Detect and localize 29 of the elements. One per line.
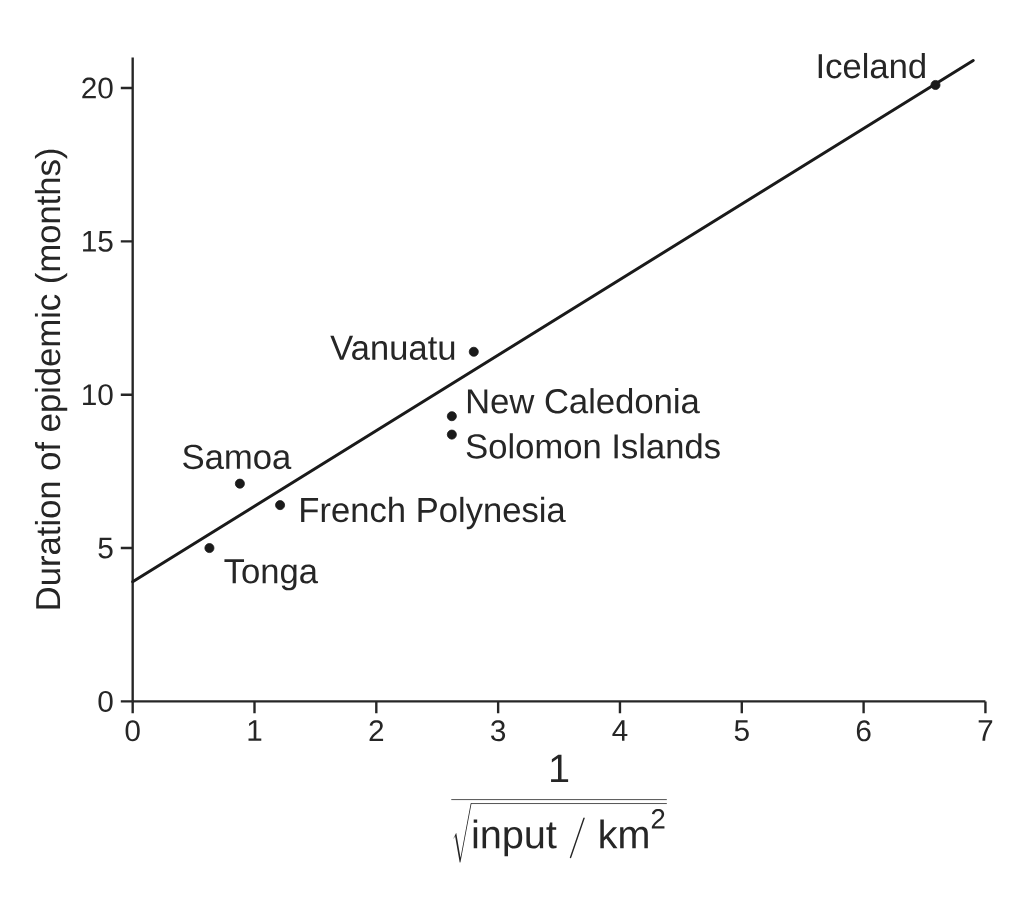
- annotation: New Caledonia: [467, 388, 700, 414]
- x-axis-title: $\frac{\mathrm{1}}{\sqrt{\mathrm{input\ /\ km}^{\mathrm{2}}}}$: [451, 754, 667, 863]
- x-tick-label: 5: [734, 720, 749, 741]
- x-tick-label: 7: [978, 720, 993, 741]
- point: [930, 79, 941, 90]
- y-tick-label: 0: [98, 690, 113, 712]
- annotation: French Polynesia: [301, 496, 566, 530]
- y-tick-label: 20: [82, 77, 113, 99]
- point: [446, 429, 457, 440]
- y-tick-label: 5: [98, 537, 113, 559]
- annotation: Solomon Islands: [466, 433, 720, 459]
- x-tick-label: 1: [248, 720, 262, 741]
- annotation: Samoa: [183, 444, 292, 470]
- point: [468, 346, 479, 357]
- x-tick-label: 4: [612, 720, 628, 741]
- point: [446, 411, 457, 422]
- y-axis-title: Duration of epidemic (months): [34, 149, 68, 609]
- point: [234, 478, 245, 489]
- annotation: Iceland: [818, 52, 925, 79]
- x-tick-label: 2: [369, 720, 384, 741]
- annotation: Tonga: [224, 559, 319, 591]
- x-tick-label: 3: [491, 720, 506, 742]
- y-tick-label: 15: [83, 230, 113, 252]
- point: [204, 543, 215, 553]
- annotation: Vanuatu: [330, 335, 455, 360]
- x-tick-label: 6: [856, 720, 871, 742]
- point: [275, 500, 286, 510]
- x-tick-label: 0: [125, 720, 140, 742]
- y-tick-label: 10: [83, 384, 113, 406]
